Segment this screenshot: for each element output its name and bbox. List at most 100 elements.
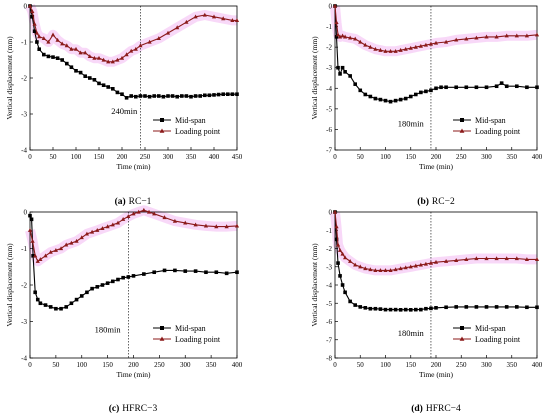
x-tick-label: 150 — [406, 153, 417, 161]
x-tick-label: 50 — [50, 153, 58, 161]
data-point-square — [393, 98, 398, 103]
data-point-triangle — [126, 214, 131, 218]
data-point-triangle — [69, 240, 74, 245]
data-point-triangle — [138, 43, 143, 48]
data-point-triangle — [203, 223, 209, 228]
data-point-triangle — [172, 218, 177, 223]
data-point-triangle — [335, 242, 341, 247]
data-point-square — [157, 94, 161, 98]
legend-item-loading-point: Loading point — [153, 335, 221, 344]
series-loading-point — [332, 209, 540, 272]
data-point-square — [484, 305, 489, 309]
x-tick-label: 300 — [481, 153, 492, 161]
data-point-triangle — [33, 253, 38, 258]
data-point-triangle — [408, 264, 413, 269]
data-point-triangle — [30, 9, 35, 13]
data-point-square — [419, 307, 423, 312]
data-point-square — [373, 96, 378, 101]
data-point-square — [121, 275, 125, 280]
data-point-square — [198, 94, 202, 98]
data-point-triangle — [484, 34, 489, 39]
data-point-square — [525, 85, 529, 90]
data-point-square — [106, 85, 110, 89]
series-loading-point — [27, 3, 240, 64]
x-tick-label: 50 — [52, 361, 60, 369]
data-point-triangle — [428, 260, 434, 265]
data-point-square — [439, 85, 443, 90]
data-point-square — [408, 308, 413, 312]
data-point-square — [494, 84, 499, 89]
data-point-triangle — [162, 215, 167, 220]
data-point-triangle — [444, 258, 449, 263]
x-tick-label: 200 — [431, 361, 442, 369]
x-tick-label: 300 — [481, 361, 492, 369]
data-point-square — [54, 306, 58, 311]
data-point-triangle — [454, 258, 459, 262]
data-point-triangle — [368, 44, 373, 49]
data-point-square — [138, 94, 143, 98]
data-point-square — [358, 88, 363, 93]
y-tick-label: -5 — [326, 300, 332, 308]
y-tick-label: -7 — [326, 147, 332, 155]
data-point-square — [226, 92, 230, 96]
x-tick-label: 100 — [71, 153, 82, 161]
x-tick-label: 100 — [380, 153, 391, 161]
data-point-square — [212, 93, 216, 97]
data-point-triangle — [494, 256, 499, 261]
series-mid-span — [333, 4, 539, 104]
data-point-square — [173, 268, 177, 273]
data-point-triangle — [340, 251, 345, 256]
panel-caption: (c) HFRC−3 — [109, 403, 158, 414]
data-point-square — [28, 213, 32, 218]
data-point-triangle — [454, 37, 459, 42]
legend-item-mid-span: Mid-span — [153, 324, 206, 333]
data-point-square — [494, 305, 499, 309]
legend-item-mid-span: Mid-span — [453, 324, 506, 333]
x-tick-label: 350 — [507, 361, 518, 369]
chart-panel-0: 0 50 100 150 200 250 300 350 400 450 -4 -3 -2 -1 0 Time… — [5, 3, 243, 208]
data-point-triangle — [95, 227, 100, 232]
x-tick-label: 400 — [532, 361, 543, 369]
data-point-square — [454, 305, 458, 309]
data-point-triangle — [358, 264, 363, 269]
data-point-square — [95, 285, 100, 289]
data-point-triangle — [146, 209, 152, 214]
data-point-square — [142, 272, 146, 276]
legend-label: Loading point — [475, 127, 521, 136]
caption-letter: (d) — [411, 403, 423, 414]
data-point-square — [30, 15, 35, 19]
data-point-square — [69, 65, 74, 69]
legend-item-mid-span: Mid-span — [453, 116, 506, 125]
data-point-triangle — [46, 39, 51, 44]
data-point-square — [180, 94, 184, 98]
data-point-square — [131, 274, 136, 278]
x-tick-label: 0 — [333, 361, 337, 369]
legend-marker-triangle — [159, 128, 165, 133]
data-point-triangle — [73, 46, 79, 51]
data-point-square — [78, 70, 83, 75]
data-point-triangle — [230, 18, 235, 22]
data-point-square — [111, 279, 115, 284]
series-line — [334, 5, 538, 52]
data-point-square — [32, 29, 37, 33]
data-point-triangle — [413, 44, 418, 49]
chart-panel-3: 0 50 100 150 200 250 300 350 400 -8 -7 -6 -5 -4 -3 -2 -1… — [310, 209, 543, 415]
data-point-triangle — [30, 238, 35, 243]
y-tick-label: 0 — [24, 209, 28, 217]
data-point-square — [166, 94, 170, 98]
data-point-square — [221, 92, 225, 96]
data-point-triangle — [348, 258, 353, 263]
y-tick-label: -6 — [326, 126, 332, 134]
data-point-triangle — [373, 268, 378, 272]
x-tick-label: 350 — [507, 153, 518, 161]
y-tick-label: -3 — [326, 263, 332, 271]
data-point-square — [434, 306, 438, 310]
data-point-square — [338, 72, 342, 76]
y-tick-label: -2 — [326, 44, 332, 52]
caption-text: RC−1 — [129, 197, 152, 207]
data-point-square — [235, 92, 239, 96]
data-point-square — [340, 65, 345, 70]
data-point-square — [204, 270, 208, 275]
data-point-triangle — [413, 263, 418, 268]
